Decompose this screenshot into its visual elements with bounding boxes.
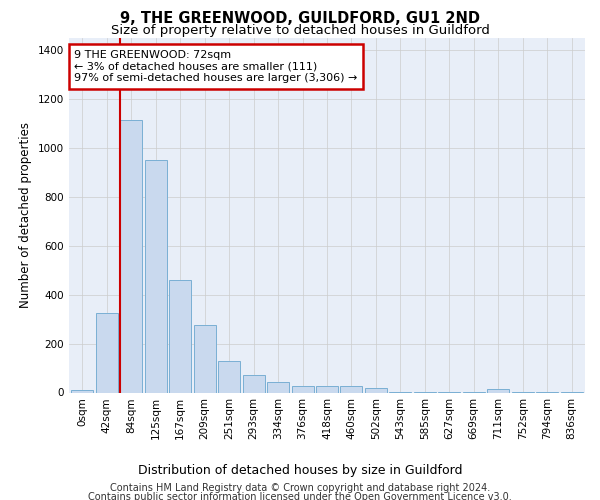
Bar xyxy=(316,386,338,392)
Bar xyxy=(267,382,289,392)
Text: 9 THE GREENWOOD: 72sqm
← 3% of detached houses are smaller (111)
97% of semi-det: 9 THE GREENWOOD: 72sqm ← 3% of detached … xyxy=(74,50,358,83)
Bar xyxy=(218,360,240,392)
Bar xyxy=(242,376,265,392)
Text: Contains public sector information licensed under the Open Government Licence v3: Contains public sector information licen… xyxy=(88,492,512,500)
Y-axis label: Number of detached properties: Number of detached properties xyxy=(19,122,32,308)
Text: 9, THE GREENWOOD, GUILDFORD, GU1 2ND: 9, THE GREENWOOD, GUILDFORD, GU1 2ND xyxy=(120,11,480,26)
Bar xyxy=(169,280,191,392)
Bar xyxy=(340,386,362,392)
Bar xyxy=(292,386,314,392)
Bar xyxy=(96,313,118,392)
Text: Contains HM Land Registry data © Crown copyright and database right 2024.: Contains HM Land Registry data © Crown c… xyxy=(110,483,490,493)
Text: Distribution of detached houses by size in Guildford: Distribution of detached houses by size … xyxy=(138,464,462,477)
Bar xyxy=(145,160,167,392)
Bar xyxy=(71,390,94,392)
Bar xyxy=(365,388,387,392)
Bar xyxy=(121,120,142,392)
Text: Size of property relative to detached houses in Guildford: Size of property relative to detached ho… xyxy=(110,24,490,37)
Bar xyxy=(487,389,509,392)
Bar xyxy=(194,325,216,392)
